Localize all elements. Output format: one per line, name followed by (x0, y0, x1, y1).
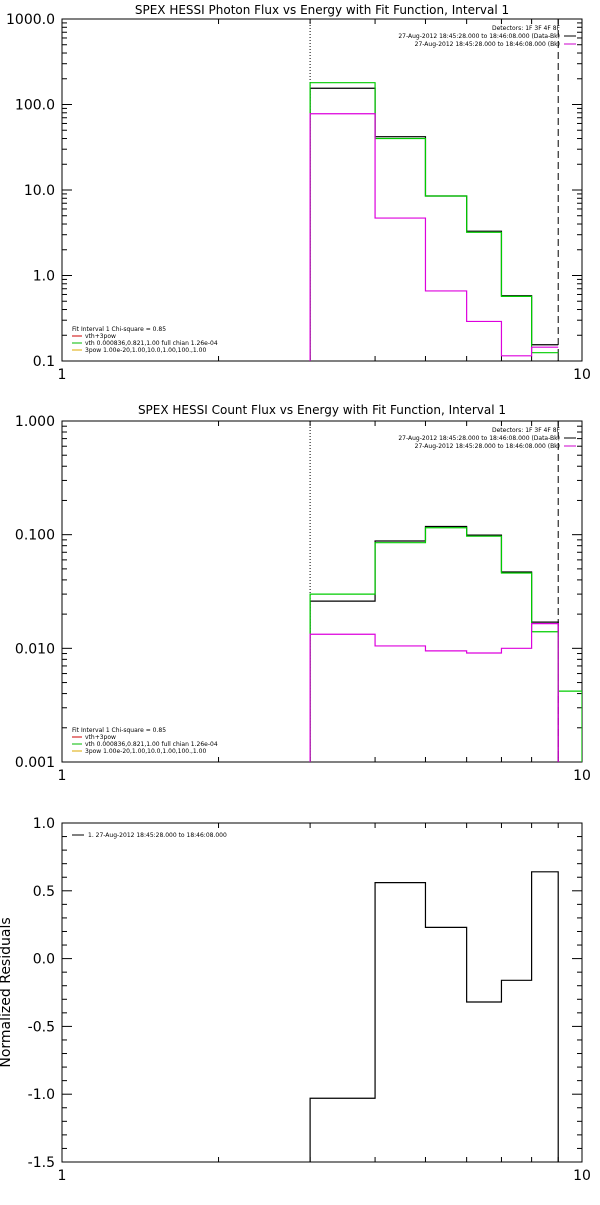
y-axis-label: Normalized Residuals (0, 917, 14, 1067)
y-tick-label: 0.0 (33, 952, 55, 968)
y-tick-label: 0.001 (15, 755, 55, 771)
plot-frame (61, 822, 583, 1163)
info-text: 27-Aug-2012 18:45:28.000 to 18:46:08.000… (398, 435, 560, 442)
legend-text: 3pow 1.00e-20,1.00,10.0,1.00,100.,1.00 (85, 347, 206, 354)
legend-header: Fit Interval 1 Chi-square = 0.85 (72, 727, 166, 734)
info-text: 27-Aug-2012 18:45:28.000 to 18:46:08.000… (415, 443, 560, 450)
y-tick-label: 1.0 (33, 816, 55, 832)
info-text: 27-Aug-2012 18:45:28.000 to 18:46:08.000… (398, 33, 560, 40)
legend-text: vth+3pow (85, 333, 116, 340)
series-line-3 (309, 113, 559, 361)
legend-text: vth 0.000836,0.821,1.00 full chian 1.26e… (85, 340, 218, 347)
y-tick-label: 0.100 (15, 528, 55, 544)
series-line-1 (309, 87, 559, 361)
y-tick-label: 0.010 (15, 641, 55, 657)
series-line-1 (309, 525, 559, 762)
x-tick-label: 1 (58, 1168, 67, 1184)
y-tick-label: 1.000 (15, 414, 55, 430)
y-tick-label: 1000.0 (6, 12, 55, 28)
x-tick-label: 1 (58, 367, 67, 383)
series-line-1 (309, 871, 559, 1162)
y-tick-label: 10.0 (24, 183, 55, 199)
info-text: Detectors: 1F 3F 4F 8F (492, 427, 561, 434)
legend-text: vth+3pow (85, 734, 116, 741)
legend-text: 1. 27-Aug-2012 18:45:28.000 to 18:46:08.… (88, 832, 227, 839)
x-tick-label: 1 (58, 768, 67, 784)
info-text: 27-Aug-2012 18:45:28.000 to 18:46:08.000… (415, 41, 560, 48)
legend-header: Fit Interval 1 Chi-square = 0.85 (72, 326, 166, 333)
plot-frame (61, 420, 583, 763)
info-text: Detectors: 1F 3F 4F 8F (492, 25, 561, 32)
legend-text: 3pow 1.00e-20,1.00,10.0,1.00,100.,1.00 (85, 748, 206, 755)
y-tick-label: -1.5 (28, 1155, 55, 1171)
plot-frame (61, 18, 583, 362)
y-tick-label: 1.0 (33, 269, 55, 285)
chart-title: SPEX HESSI Count Flux vs Energy with Fit… (138, 403, 506, 417)
series-line-2 (309, 82, 559, 361)
chart-panel-2: SPEX HESSI Count Flux vs Energy with Fit… (15, 403, 591, 784)
legend-text: vth 0.000836,0.821,1.00 full chian 1.26e… (85, 741, 218, 748)
x-tick-label: 10 (573, 1168, 591, 1184)
chart-panel-1: SPEX HESSI Photon Flux vs Energy with Fi… (6, 3, 591, 383)
x-tick-label: 10 (573, 367, 591, 383)
chart-panel-3: 1 10 1.0 0.5 0.0 -0.5 -1.0 -1.5 Normalized Resid… (0, 816, 591, 1184)
x-tick-label: 10 (573, 768, 591, 784)
series-line-3 (309, 623, 559, 762)
y-tick-label: -1.0 (28, 1087, 55, 1103)
chart-title: SPEX HESSI Photon Flux vs Energy with Fi… (135, 3, 509, 17)
series-line-2 (309, 527, 582, 762)
y-tick-label: 100.0 (15, 98, 55, 114)
y-tick-label: 0.5 (33, 884, 55, 900)
y-tick-label: -0.5 (28, 1019, 55, 1035)
y-tick-label: 0.1 (33, 354, 55, 370)
